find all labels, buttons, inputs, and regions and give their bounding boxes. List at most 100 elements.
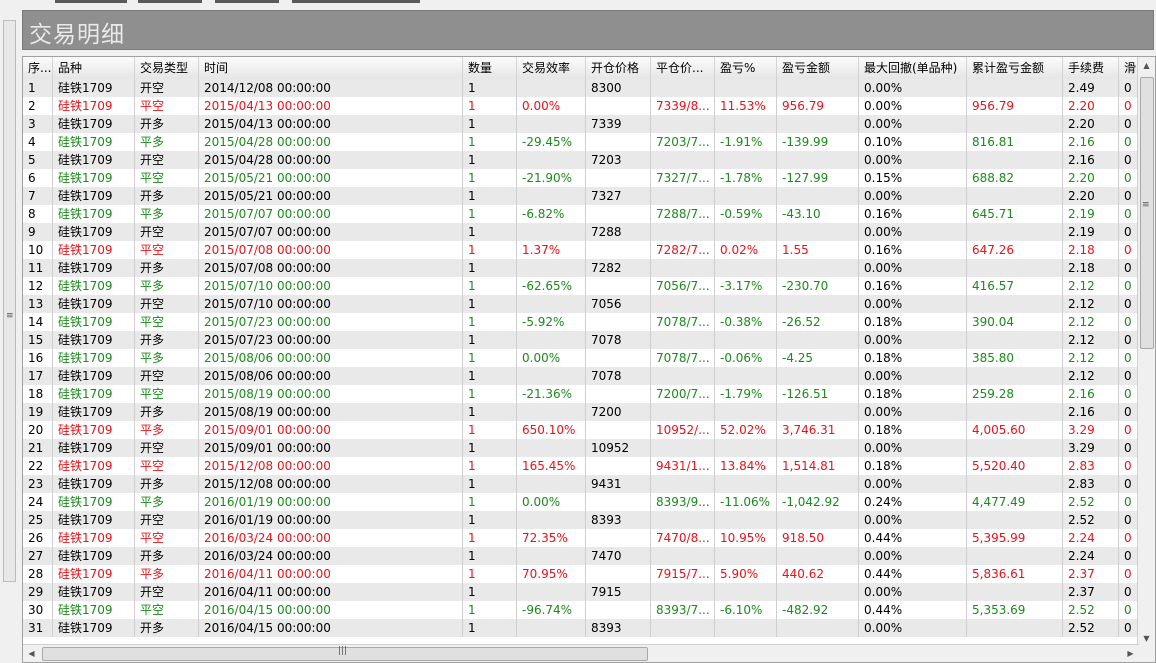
cell-pnl-pct bbox=[715, 583, 777, 601]
cell-cum-pnl: 956.79 bbox=[967, 97, 1063, 115]
table-row[interactable]: 14 硅铁1709 平空 2015/07/23 00:00:00 1 -5.92% 7078… bbox=[23, 313, 1139, 331]
cell-max-drawdown: 0.00% bbox=[859, 583, 967, 601]
table-row[interactable]: 28 硅铁1709 平多 2016/04/11 00:00:00 1 70.95% 7915… bbox=[23, 565, 1139, 583]
table-row[interactable]: 13 硅铁1709 开空 2015/07/10 00:00:00 1 7056 0.00% 2… bbox=[23, 295, 1139, 313]
cell-open-price: 8300 bbox=[586, 79, 651, 97]
table-row[interactable]: 18 硅铁1709 平空 2015/08/19 00:00:00 1 -21.36% 720… bbox=[23, 385, 1139, 403]
cell-qty: 1 bbox=[463, 97, 517, 115]
top-tab[interactable] bbox=[215, 0, 279, 3]
cell-open-price bbox=[586, 529, 651, 547]
vertical-scrollbar[interactable]: ▲ ≡ ▼ bbox=[1137, 57, 1155, 647]
table-row[interactable]: 4 硅铁1709 平多 2015/04/28 00:00:00 1 -29.45% 7203… bbox=[23, 133, 1139, 151]
table-row[interactable]: 3 硅铁1709 开多 2015/04/13 00:00:00 1 7339 0.00% 2.… bbox=[23, 115, 1139, 133]
cell-type: 开空 bbox=[135, 151, 199, 169]
scroll-left-icon[interactable]: ◀ bbox=[28, 649, 35, 658]
table-row[interactable]: 2 硅铁1709 平空 2015/04/13 00:00:00 1 0.00% 7339/8… bbox=[23, 97, 1139, 115]
table-row[interactable]: 20 硅铁1709 平多 2015/09/01 00:00:00 1 650.10% 109… bbox=[23, 421, 1139, 439]
horizontal-scrollbar[interactable]: ◀ ||| ▶ bbox=[23, 644, 1139, 662]
table-row[interactable]: 15 硅铁1709 开多 2015/07/23 00:00:00 1 7078 0.00% 2… bbox=[23, 331, 1139, 349]
column-header-seq[interactable]: 序... bbox=[23, 57, 53, 79]
cell-seq: 27 bbox=[23, 547, 53, 565]
cell-close-price bbox=[651, 547, 715, 565]
scroll-down-icon[interactable]: ▼ bbox=[1143, 634, 1150, 643]
cell-cum-pnl: 647.26 bbox=[967, 241, 1063, 259]
scroll-up-icon[interactable]: ▲ bbox=[1143, 61, 1150, 70]
cell-efficiency bbox=[517, 439, 586, 457]
left-splitter[interactable]: ≡ bbox=[3, 20, 16, 582]
cell-slip: 0 bbox=[1119, 79, 1139, 97]
cell-cum-pnl bbox=[967, 223, 1063, 241]
column-header-close-price[interactable]: 平仓价... bbox=[651, 57, 715, 79]
trade-detail-grid[interactable]: 序... 品种 交易类型 时间 数量 交易效率 开仓价格 平仓价... 盈亏% 盈亏金额 最大回撤(… bbox=[22, 56, 1156, 663]
column-header-symbol[interactable]: 品种 bbox=[53, 57, 135, 79]
column-header-fee[interactable]: 手续费 bbox=[1063, 57, 1119, 79]
table-row[interactable]: 17 硅铁1709 开空 2015/08/06 00:00:00 1 7078 0.00% 2… bbox=[23, 367, 1139, 385]
cell-qty: 1 bbox=[463, 295, 517, 313]
table-row[interactable]: 5 硅铁1709 开空 2015/04/28 00:00:00 1 7203 0.00% 2.… bbox=[23, 151, 1139, 169]
column-header-open-price[interactable]: 开仓价格 bbox=[586, 57, 651, 79]
cell-close-price: 7470/8... bbox=[651, 529, 715, 547]
cell-cum-pnl: 385.80 bbox=[967, 349, 1063, 367]
table-row[interactable]: 21 硅铁1709 开空 2015/09/01 00:00:00 1 10952 0.00%… bbox=[23, 439, 1139, 457]
table-row[interactable]: 30 硅铁1709 平空 2016/04/15 00:00:00 1 -96.74% 839… bbox=[23, 601, 1139, 619]
column-header-time[interactable]: 时间 bbox=[199, 57, 463, 79]
table-row[interactable]: 22 硅铁1709 平空 2015/12/08 00:00:00 1 165.45% 943… bbox=[23, 457, 1139, 475]
cell-close-price bbox=[651, 151, 715, 169]
table-row[interactable]: 11 硅铁1709 开多 2015/07/08 00:00:00 1 7282 0.00% 2… bbox=[23, 259, 1139, 277]
table-row[interactable]: 8 硅铁1709 平多 2015/07/07 00:00:00 1 -6.82% 7288/… bbox=[23, 205, 1139, 223]
column-header-slip[interactable]: 滑 bbox=[1119, 57, 1139, 79]
vertical-scroll-thumb[interactable]: ≡ bbox=[1140, 77, 1154, 349]
table-row[interactable]: 9 硅铁1709 开空 2015/07/07 00:00:00 1 7288 0.00% 2.… bbox=[23, 223, 1139, 241]
table-row[interactable]: 24 硅铁1709 平多 2016/01/19 00:00:00 1 0.00% 8393/… bbox=[23, 493, 1139, 511]
cell-type: 平空 bbox=[135, 97, 199, 115]
table-row[interactable]: 25 硅铁1709 开空 2016/01/19 00:00:00 1 8393 0.00% 2… bbox=[23, 511, 1139, 529]
horizontal-scroll-thumb[interactable]: ||| bbox=[42, 646, 648, 661]
table-row[interactable]: 16 硅铁1709 平多 2015/08/06 00:00:00 1 0.00% 7078/… bbox=[23, 349, 1139, 367]
column-header-pnl-pct[interactable]: 盈亏% bbox=[715, 57, 777, 79]
top-tab[interactable] bbox=[55, 0, 127, 3]
cell-time: 2015/12/08 00:00:00 bbox=[199, 475, 463, 493]
table-row[interactable]: 1 硅铁1709 开空 2014/12/08 00:00:00 1 8300 0.00% 2.… bbox=[23, 79, 1139, 97]
cell-time: 2015/09/01 00:00:00 bbox=[199, 439, 463, 457]
column-header-efficiency[interactable]: 交易效率 bbox=[517, 57, 586, 79]
column-header-pnl-amt[interactable]: 盈亏金额 bbox=[777, 57, 859, 79]
table-row[interactable]: 6 硅铁1709 平空 2015/05/21 00:00:00 1 -21.90% 7327… bbox=[23, 169, 1139, 187]
cell-time: 2015/04/28 00:00:00 bbox=[199, 151, 463, 169]
cell-pnl-amt bbox=[777, 331, 859, 349]
cell-symbol: 硅铁1709 bbox=[53, 511, 135, 529]
cell-close-price: 7203/7... bbox=[651, 133, 715, 151]
table-row[interactable]: 23 硅铁1709 开多 2015/12/08 00:00:00 1 9431 0.00% 2… bbox=[23, 475, 1139, 493]
column-header-qty[interactable]: 数量 bbox=[463, 57, 517, 79]
table-row[interactable]: 31 硅铁1709 开多 2016/04/15 00:00:00 1 8393 0.00% 2… bbox=[23, 619, 1139, 637]
top-tab[interactable] bbox=[138, 0, 202, 3]
table-row[interactable]: 29 硅铁1709 开空 2016/04/11 00:00:00 1 7915 0.00% 2… bbox=[23, 583, 1139, 601]
cell-time: 2015/07/08 00:00:00 bbox=[199, 241, 463, 259]
table-row[interactable]: 7 硅铁1709 开多 2015/05/21 00:00:00 1 7327 0.00% 2.… bbox=[23, 187, 1139, 205]
cell-time: 2015/09/01 00:00:00 bbox=[199, 421, 463, 439]
table-row[interactable]: 19 硅铁1709 开多 2015/08/19 00:00:00 1 7200 0.00% 2… bbox=[23, 403, 1139, 421]
cell-symbol: 硅铁1709 bbox=[53, 313, 135, 331]
cell-max-drawdown: 0.10% bbox=[859, 133, 967, 151]
cell-symbol: 硅铁1709 bbox=[53, 529, 135, 547]
top-tab[interactable] bbox=[292, 0, 420, 3]
column-header-cum-pnl[interactable]: 累计盈亏金额 bbox=[967, 57, 1063, 79]
table-row[interactable]: 26 硅铁1709 平空 2016/03/24 00:00:00 1 72.35% 7470… bbox=[23, 529, 1139, 547]
table-row[interactable]: 27 硅铁1709 开多 2016/03/24 00:00:00 1 7470 0.00% 2… bbox=[23, 547, 1139, 565]
cell-slip: 0 bbox=[1119, 403, 1139, 421]
cell-symbol: 硅铁1709 bbox=[53, 169, 135, 187]
cell-efficiency bbox=[517, 583, 586, 601]
cell-open-price: 7327 bbox=[586, 187, 651, 205]
cell-slip: 0 bbox=[1119, 115, 1139, 133]
cell-seq: 8 bbox=[23, 205, 53, 223]
cell-slip: 0 bbox=[1119, 547, 1139, 565]
cell-type: 平空 bbox=[135, 241, 199, 259]
cell-cum-pnl bbox=[967, 619, 1063, 637]
column-header-type[interactable]: 交易类型 bbox=[135, 57, 199, 79]
scroll-right-icon[interactable]: ▶ bbox=[1127, 649, 1134, 658]
cell-efficiency: -5.92% bbox=[517, 313, 586, 331]
panel-title-bar: 交易明细 bbox=[22, 10, 1154, 50]
cell-pnl-pct: -0.06% bbox=[715, 349, 777, 367]
column-header-max-drawdown[interactable]: 最大回撤(单品种) bbox=[859, 57, 967, 79]
table-row[interactable]: 10 硅铁1709 平空 2015/07/08 00:00:00 1 1.37% 7282/… bbox=[23, 241, 1139, 259]
table-row[interactable]: 12 硅铁1709 平多 2015/07/10 00:00:00 1 -62.65% 705… bbox=[23, 277, 1139, 295]
